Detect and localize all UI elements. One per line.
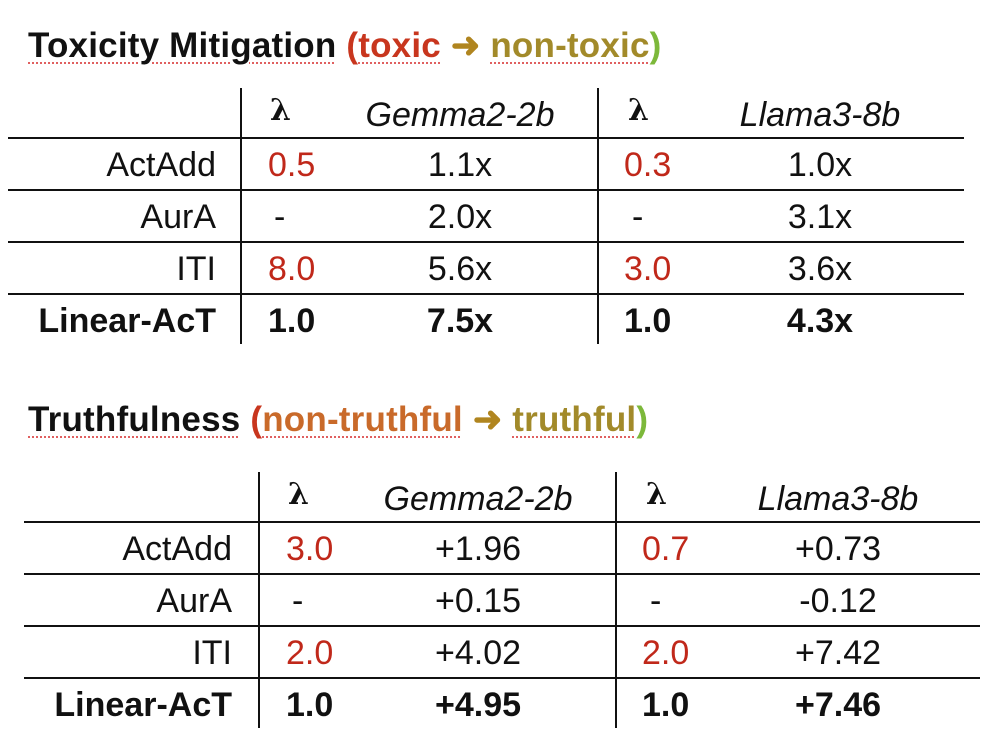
row-lambda-gemma: 3.0 bbox=[286, 530, 334, 568]
row-lambda-gemma: 2.0 bbox=[286, 634, 334, 672]
row-lambda-gemma: - bbox=[292, 582, 304, 620]
toxicity-heading: Toxicity Mitigation (toxic ➜ non-toxic) bbox=[28, 26, 662, 66]
row-gemma-value: +4.02 bbox=[434, 634, 522, 672]
row-method: ActAdd bbox=[106, 146, 216, 184]
row-method: Linear-AcT bbox=[54, 686, 232, 724]
toxicity-title: Toxicity Mitigation bbox=[28, 26, 337, 65]
truthfulness-to: truthful bbox=[512, 400, 637, 439]
lambda-header: λ bbox=[288, 477, 310, 512]
row-method: ITI bbox=[176, 250, 216, 288]
header-llama: Llama3-8b bbox=[739, 96, 901, 134]
row-lambda-llama: 0.7 bbox=[642, 530, 690, 568]
row-llama-value: 1.0x bbox=[787, 146, 853, 184]
table-rule bbox=[24, 677, 980, 679]
table-rule bbox=[24, 573, 980, 575]
row-gemma-value: +0.15 bbox=[434, 582, 522, 620]
table-divider bbox=[615, 472, 617, 728]
lambda-header: λ bbox=[628, 93, 650, 128]
table-rule bbox=[24, 625, 980, 627]
truthfulness-title: Truthfulness bbox=[28, 400, 241, 439]
table-divider bbox=[258, 472, 260, 728]
row-llama-value: 3.6x bbox=[787, 250, 853, 288]
row-gemma-value: 7.5x bbox=[426, 302, 494, 340]
toxicity-paren-open: ( bbox=[346, 26, 359, 65]
header-llama: Llama3-8b bbox=[757, 480, 919, 518]
row-lambda-llama: 2.0 bbox=[642, 634, 690, 672]
toxicity-paren-close: ) bbox=[649, 26, 662, 65]
row-lambda-gemma: - bbox=[274, 198, 286, 236]
row-lambda-gemma: 1.0 bbox=[286, 686, 334, 724]
row-method: ActAdd bbox=[122, 530, 232, 568]
row-lambda-gemma: 0.5 bbox=[268, 146, 316, 184]
row-lambda-gemma: 8.0 bbox=[268, 250, 316, 288]
truthfulness-from: non-truthful bbox=[262, 400, 463, 439]
row-gemma-value: +4.95 bbox=[434, 686, 522, 724]
row-llama-value: +7.46 bbox=[794, 686, 882, 724]
table-rule bbox=[24, 521, 980, 523]
row-llama-value: +7.42 bbox=[794, 634, 882, 672]
row-method: ITI bbox=[192, 634, 232, 672]
row-llama-value: 4.3x bbox=[786, 302, 854, 340]
toxicity-arrow-icon: ➜ bbox=[450, 26, 481, 65]
table-divider bbox=[240, 88, 242, 344]
truthfulness-arrow-icon: ➜ bbox=[472, 400, 503, 439]
row-lambda-llama: 3.0 bbox=[624, 250, 672, 288]
row-lambda-llama: 1.0 bbox=[624, 302, 672, 340]
table-rule bbox=[8, 189, 964, 191]
truthfulness-paren-close: ) bbox=[636, 400, 649, 439]
row-lambda-llama: 0.3 bbox=[624, 146, 672, 184]
truthfulness-heading: Truthfulness (non-truthful ➜ truthful) bbox=[28, 400, 648, 440]
row-method: AurA bbox=[156, 582, 232, 620]
table-rule bbox=[8, 137, 964, 139]
row-llama-value: +0.73 bbox=[794, 530, 882, 568]
truthfulness-paren-open: ( bbox=[250, 400, 263, 439]
row-gemma-value: 1.1x bbox=[427, 146, 493, 184]
row-llama-value: -0.12 bbox=[799, 582, 877, 620]
row-method: AurA bbox=[140, 198, 216, 236]
row-llama-value: 3.1x bbox=[787, 198, 853, 236]
table-rule bbox=[8, 293, 964, 295]
row-method: Linear-AcT bbox=[38, 302, 216, 340]
lambda-header: λ bbox=[270, 93, 292, 128]
header-gemma: Gemma2-2b bbox=[383, 480, 573, 518]
row-gemma-value: 5.6x bbox=[427, 250, 493, 288]
row-gemma-value: 2.0x bbox=[427, 198, 493, 236]
row-lambda-llama: - bbox=[632, 198, 644, 236]
toxicity-to: non-toxic bbox=[490, 26, 650, 65]
toxicity-from: toxic bbox=[358, 26, 441, 65]
row-gemma-value: +1.96 bbox=[434, 530, 522, 568]
row-lambda-llama: - bbox=[650, 582, 662, 620]
header-gemma: Gemma2-2b bbox=[365, 96, 555, 134]
row-lambda-gemma: 1.0 bbox=[268, 302, 316, 340]
table-divider bbox=[597, 88, 599, 344]
row-lambda-llama: 1.0 bbox=[642, 686, 690, 724]
lambda-header: λ bbox=[646, 477, 668, 512]
table-rule bbox=[8, 241, 964, 243]
